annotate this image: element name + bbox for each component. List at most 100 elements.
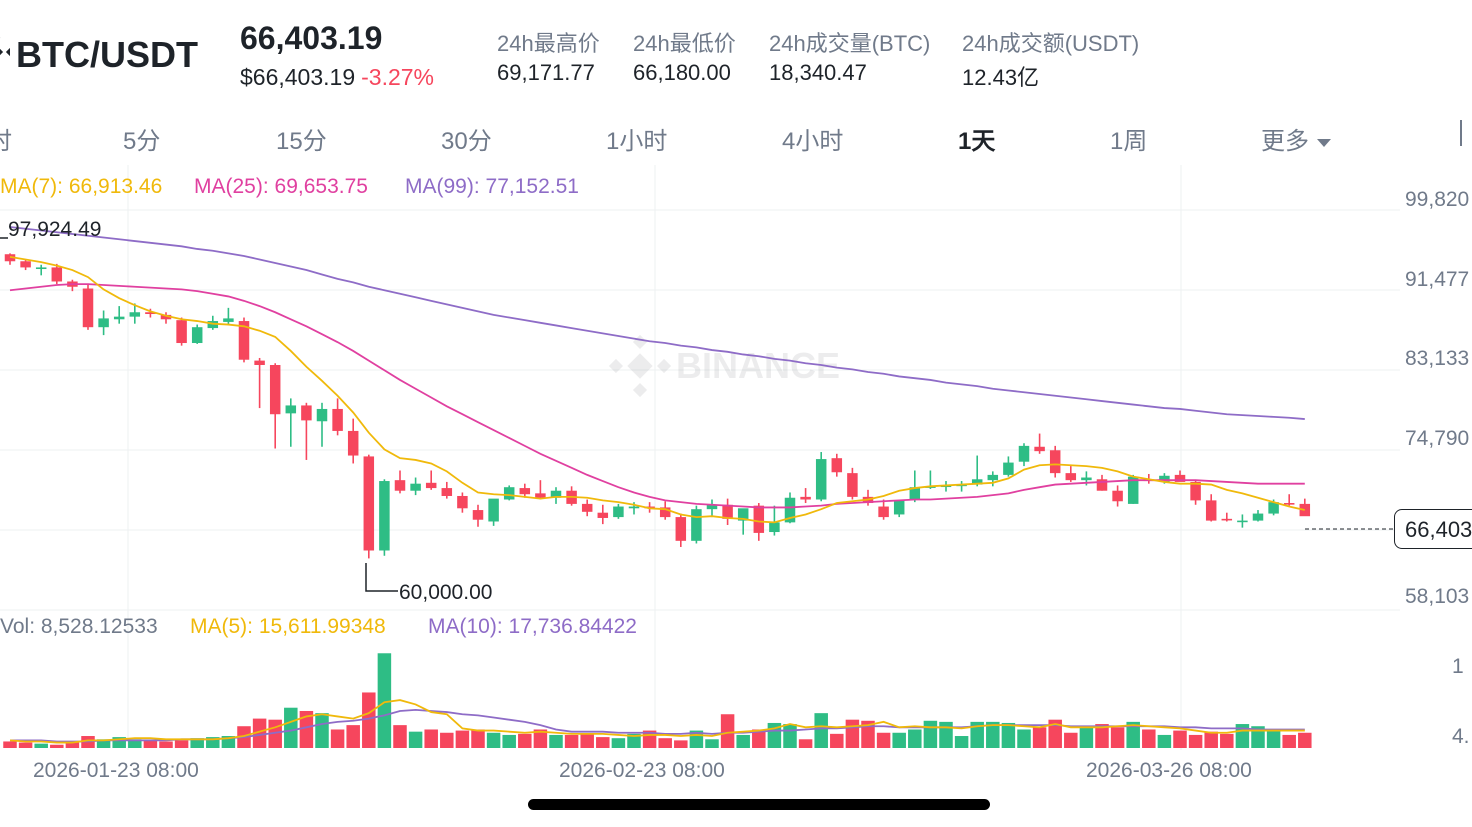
volume-bar [190,738,204,748]
tab-1h[interactable]: 1小时 [606,128,668,155]
candle-body [769,522,780,533]
volume-bar [1157,734,1172,748]
candle-body [347,430,359,456]
ma99-legend: MA(99): 77,152.51 [405,175,579,198]
candle-body [706,504,718,510]
price-tick-label: 74,790 [1405,427,1469,450]
candle-body [909,487,921,500]
volume-bar [1110,727,1125,748]
volume-bars [3,653,1312,748]
candle-body [379,481,390,551]
tab-30m[interactable]: 30分 [441,128,492,155]
candle-body [1127,476,1139,504]
price-tick-label: 99,820 [1405,188,1469,211]
candle-body [800,496,811,500]
candle-body [815,459,827,500]
binance-logo-icon [0,34,10,76]
volume-bar [174,740,189,748]
volume-bar [346,725,360,748]
candle-body [160,314,172,320]
volume-bar [954,736,969,748]
volume-bar [783,724,797,748]
tab-4h[interactable]: 4小时 [782,128,844,155]
candle-body [1049,450,1061,474]
volume-bar [502,734,516,748]
volume-bar [720,714,735,748]
volume-bar [876,732,891,748]
candle-body [1034,446,1045,452]
stat-high-value: 69,171.77 [497,60,595,85]
stat-low-label: 24h最低价 [633,31,736,56]
candle-body [753,505,765,533]
volume-bar [830,733,844,748]
usd-price: $66,403.19 [240,64,356,90]
price-tick-label: 83,133 [1405,347,1469,370]
pair-name: BTC/USDT [16,34,198,75]
candle-body [519,488,531,495]
tab-1w[interactable]: 1周 [1110,128,1148,155]
candle-body [223,318,234,322]
candle-body [254,360,265,365]
candle-body [113,316,125,320]
volume-bar [315,713,329,748]
volume-bar [18,742,33,748]
volume-bar [1220,733,1234,748]
current-price-tag: 66,403 [1394,509,1472,549]
pair-title[interactable]: BTC/USDT [0,34,198,76]
candle-body [550,490,562,498]
tab-15m[interactable]: 15分 [276,128,327,155]
candle-body [441,488,453,496]
usd-price-row: $66,403.19 -3.27% [240,64,434,91]
price-tick-label: 58,103 [1405,585,1469,608]
volume-bar [34,743,48,748]
low-annotation: 60,000.00 [399,581,492,604]
volume-bar [752,729,766,748]
volume-bar [533,729,548,748]
volume-bar [206,737,220,748]
volume-bar [1017,729,1031,748]
candle-body [675,517,687,541]
tab-more[interactable]: 更多 [1261,121,1331,156]
tab-5m[interactable]: 5分 [123,128,161,155]
stat-volume-btc-value: 18,340.47 [769,60,867,85]
candle-body [98,318,109,328]
candle-body [722,504,733,519]
time-axis: 2026-01-23 08:00 2026-02-23 08:00 2026-03-… [33,759,1252,782]
settings-panel-icon[interactable] [1460,120,1472,146]
candle-body [581,503,593,512]
volume-bar [455,730,470,748]
volume-bar [284,707,298,748]
volume-bar [736,734,750,748]
candle-body [784,497,796,523]
candle-body [878,506,889,518]
candle-body [457,495,468,509]
caret-down-icon [1317,138,1331,147]
home-indicator [528,799,990,810]
volume-bar [939,721,953,748]
candle-body [191,327,203,344]
candle-body [737,508,749,521]
volume-bar [221,736,236,748]
tab-time-cut[interactable]: 时 [0,121,12,156]
volume-bar [1095,724,1109,748]
tab-1d[interactable]: 1天 [958,128,996,155]
candle-body [597,512,609,518]
candle-body [332,408,343,431]
volume-bar [143,740,158,748]
volume-bar [393,725,407,748]
volume-bar [1188,734,1203,748]
volume-bar [65,742,80,748]
candle-body [145,312,156,315]
candle-body [1159,475,1170,482]
volume-bar [674,740,688,748]
candle-body [971,479,983,485]
stat-high-label: 24h最高价 [497,31,600,56]
low-annotation-line [365,563,398,592]
candle-body [1221,518,1233,521]
candle-body [176,320,187,344]
volume-bar [596,737,610,748]
volume-bar [1266,729,1281,748]
volume-bar [252,718,267,748]
time-tick-label: 2026-01-23 08:00 [33,759,199,782]
